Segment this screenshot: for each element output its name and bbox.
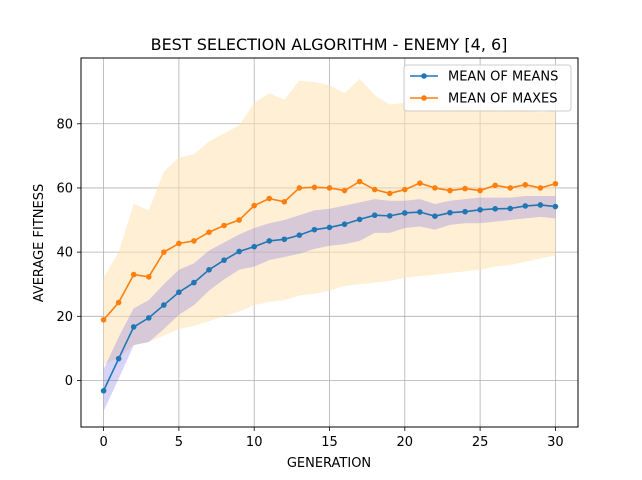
x-axis-ticks: 0 5 10 15 20 25 30	[99, 427, 564, 450]
data-point	[432, 213, 438, 219]
data-point	[356, 216, 363, 223]
data-point	[356, 178, 363, 185]
data-point	[386, 213, 393, 219]
y-axis-ticks: 0 20 40 60 80	[56, 117, 81, 389]
data-point	[432, 185, 438, 191]
data-point	[447, 187, 453, 194]
data-point	[341, 221, 348, 228]
legend-label: MEAN OF MEANS	[448, 70, 558, 85]
legend-marker	[421, 73, 427, 79]
data-point	[100, 317, 107, 323]
data-point	[402, 210, 408, 216]
data-point	[326, 185, 333, 191]
x-tick-label: 5	[175, 435, 183, 450]
data-point	[477, 206, 483, 213]
data-point	[206, 266, 212, 273]
data-point	[522, 181, 529, 188]
x-tick-label: 20	[397, 435, 414, 450]
confidence-band	[103, 78, 556, 365]
data-point	[115, 355, 122, 362]
data-point	[281, 198, 288, 205]
data-point	[206, 229, 212, 236]
data-point	[176, 240, 182, 247]
y-tick-label: 80	[56, 117, 73, 132]
data-point	[251, 202, 257, 209]
y-axis-label: AVERAGE FITNESS	[32, 184, 47, 302]
x-tick-label: 25	[472, 435, 489, 450]
data-point	[522, 203, 529, 209]
data-point	[492, 182, 498, 189]
data-point	[296, 232, 303, 238]
data-point	[552, 180, 559, 187]
data-point	[417, 180, 423, 186]
data-point	[462, 185, 468, 192]
data-point	[386, 190, 393, 197]
data-point	[130, 324, 137, 330]
data-point	[115, 299, 122, 306]
data-point	[402, 186, 408, 193]
data-point	[145, 315, 152, 321]
data-point	[507, 205, 514, 212]
legend-marker	[421, 95, 427, 101]
data-point	[462, 208, 468, 215]
x-tick-label: 0	[99, 435, 107, 450]
data-point	[371, 186, 378, 193]
data-point	[417, 209, 423, 215]
series-lines	[100, 178, 559, 394]
x-tick-label: 10	[246, 435, 263, 450]
data-point	[296, 185, 303, 191]
data-point	[552, 203, 559, 210]
data-point	[161, 302, 167, 308]
data-point	[477, 187, 483, 194]
chart-title: BEST SELECTION ALGORITHM - ENEMY [4, 6]	[151, 35, 508, 54]
y-tick-label: 20	[56, 310, 73, 325]
legend-box	[403, 64, 572, 112]
data-point	[130, 271, 137, 278]
confidence-band	[103, 195, 556, 411]
data-point	[447, 209, 453, 216]
data-point	[191, 279, 197, 286]
data-point	[145, 274, 152, 280]
data-point	[537, 185, 544, 191]
data-point	[281, 236, 288, 243]
data-point	[371, 212, 378, 219]
data-point	[236, 248, 242, 255]
data-point	[176, 289, 182, 296]
legend-label: MEAN OF MAXES	[448, 92, 558, 107]
data-point	[537, 202, 544, 208]
data-point	[311, 226, 318, 233]
data-point	[221, 222, 227, 229]
x-tick-label: 30	[547, 435, 564, 450]
data-point	[326, 224, 333, 231]
y-tick-label: 60	[56, 181, 73, 196]
data-point	[221, 257, 227, 263]
y-tick-label: 0	[65, 374, 73, 389]
data-point	[266, 238, 273, 244]
data-point	[492, 206, 498, 212]
legend: MEAN OF MEANS MEAN OF MAXES	[403, 64, 572, 112]
data-point	[266, 195, 273, 202]
data-point	[311, 184, 318, 191]
x-tick-label: 15	[321, 435, 338, 450]
data-point	[507, 185, 514, 191]
data-point	[236, 217, 242, 223]
data-point	[341, 187, 348, 194]
x-axis-label: GENERATION	[287, 456, 371, 471]
data-point	[251, 243, 257, 250]
confidence-bands	[103, 78, 556, 411]
y-tick-label: 40	[56, 246, 73, 261]
data-point	[100, 387, 107, 394]
data-point	[161, 249, 167, 255]
data-point	[191, 238, 197, 244]
